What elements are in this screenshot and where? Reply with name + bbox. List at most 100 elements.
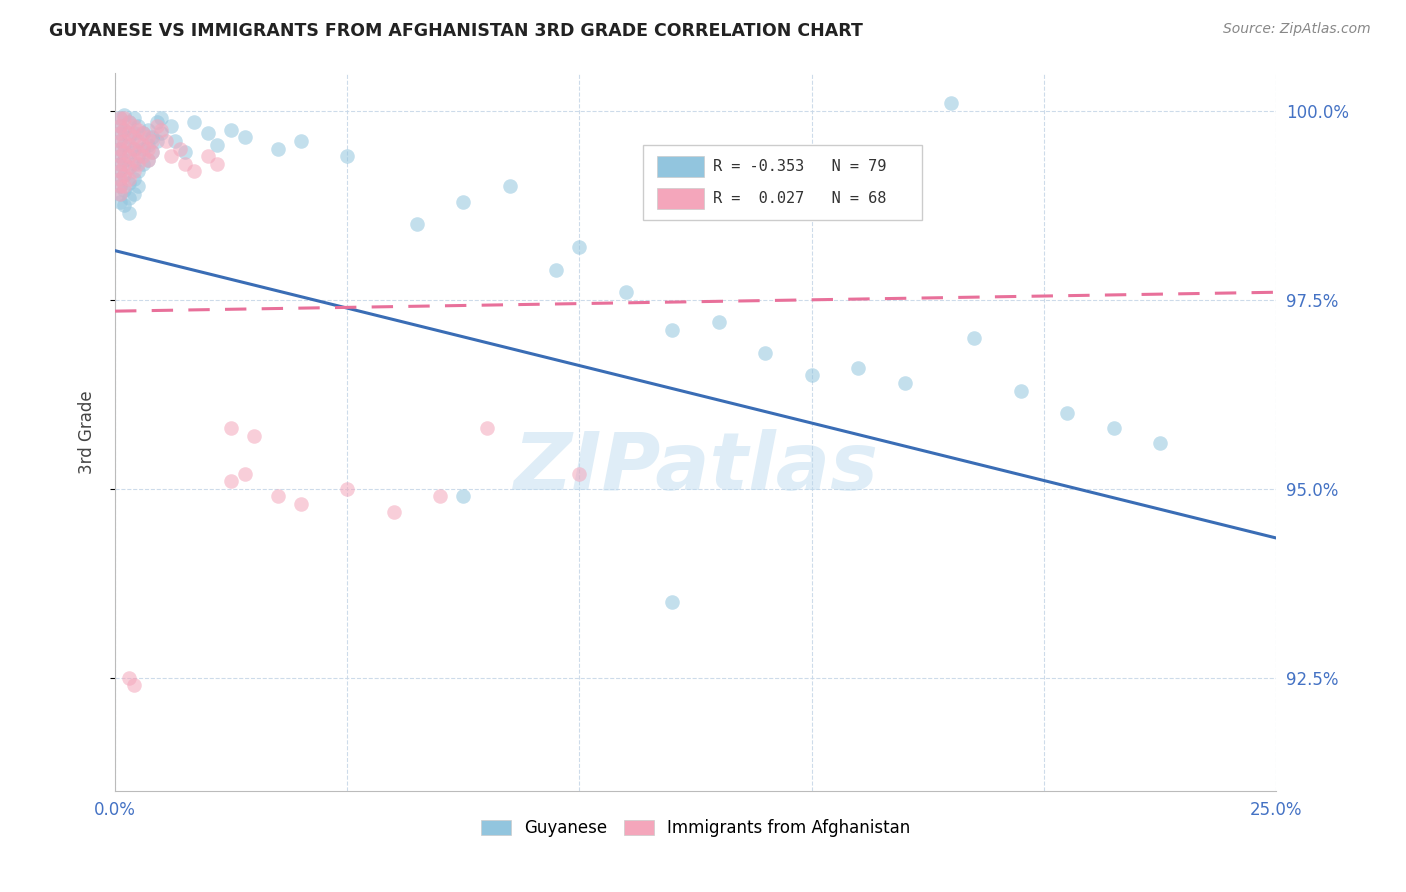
Point: [108, 164, 131, 178]
Point: [108, 149, 131, 163]
FancyBboxPatch shape: [644, 145, 922, 220]
Point: [205, 137, 228, 152]
Point: [112, 145, 135, 160]
Point: [112, 112, 135, 126]
Point: [122, 678, 145, 692]
Point: [568, 467, 591, 481]
Point: [939, 96, 962, 111]
Point: [127, 157, 149, 171]
Point: [108, 119, 131, 133]
Point: [118, 149, 141, 163]
Point: [1102, 421, 1125, 435]
Point: [233, 467, 256, 481]
Point: [146, 119, 169, 133]
Point: [108, 164, 131, 178]
Point: [108, 142, 131, 156]
Point: [122, 127, 145, 141]
Point: [453, 489, 475, 503]
Text: GUYANESE VS IMMIGRANTS FROM AFGHANISTAN 3RD GRADE CORRELATION CHART: GUYANESE VS IMMIGRANTS FROM AFGHANISTAN …: [49, 22, 863, 40]
Point: [112, 157, 135, 171]
Point: [118, 171, 141, 186]
Point: [112, 122, 135, 136]
Point: [108, 112, 131, 126]
Point: [118, 176, 141, 190]
Point: [136, 122, 159, 136]
Point: [108, 134, 131, 148]
Point: [546, 262, 568, 277]
Point: [169, 142, 191, 156]
Point: [173, 145, 195, 160]
Point: [893, 376, 915, 390]
Text: ZIPatlas: ZIPatlas: [513, 429, 879, 507]
Point: [205, 157, 228, 171]
Point: [118, 191, 141, 205]
Point: [118, 161, 141, 175]
Point: [754, 345, 776, 359]
FancyBboxPatch shape: [657, 188, 703, 210]
Point: [136, 130, 159, 145]
Point: [122, 186, 145, 201]
Point: [122, 142, 145, 156]
Point: [112, 153, 135, 167]
Point: [112, 179, 135, 194]
Point: [136, 153, 159, 167]
Legend: Guyanese, Immigrants from Afghanistan: Guyanese, Immigrants from Afghanistan: [474, 813, 917, 844]
Point: [112, 137, 135, 152]
Point: [122, 112, 145, 126]
Point: [382, 504, 405, 518]
Point: [118, 115, 141, 129]
Point: [127, 149, 149, 163]
Point: [266, 489, 288, 503]
Point: [108, 157, 131, 171]
Point: [122, 142, 145, 156]
Point: [568, 240, 591, 254]
Point: [499, 179, 522, 194]
Point: [108, 149, 131, 163]
Point: [112, 134, 135, 148]
Point: [183, 115, 205, 129]
Point: [141, 145, 163, 160]
Point: [132, 142, 155, 156]
Point: [219, 475, 242, 489]
Point: [136, 137, 159, 152]
Point: [290, 497, 312, 511]
Point: [136, 153, 159, 167]
Point: [112, 168, 135, 182]
Point: [150, 122, 173, 136]
Point: [150, 112, 173, 126]
Point: [118, 161, 141, 175]
Point: [108, 127, 131, 141]
Point: [108, 112, 131, 126]
Point: [475, 421, 498, 435]
Point: [406, 217, 429, 231]
Point: [112, 198, 135, 212]
Point: [146, 134, 169, 148]
Point: [108, 127, 131, 141]
Point: [108, 179, 131, 194]
Point: [122, 157, 145, 171]
Point: [141, 145, 163, 160]
Point: [108, 142, 131, 156]
Point: [132, 127, 155, 141]
Point: [122, 130, 145, 145]
Point: [453, 194, 475, 209]
Point: [122, 164, 145, 178]
Point: [112, 107, 135, 121]
Point: [127, 134, 149, 148]
Point: [108, 134, 131, 148]
Point: [197, 127, 219, 141]
Point: [1056, 406, 1078, 420]
Point: [127, 122, 149, 136]
Point: [165, 134, 187, 148]
Point: [132, 149, 155, 163]
Point: [122, 119, 145, 133]
Point: [146, 115, 169, 129]
Point: [112, 168, 135, 182]
Point: [243, 429, 266, 443]
Point: [159, 119, 181, 133]
Point: [132, 137, 155, 152]
Point: [173, 157, 195, 171]
Point: [266, 142, 288, 156]
Point: [336, 482, 359, 496]
Point: [155, 134, 177, 148]
